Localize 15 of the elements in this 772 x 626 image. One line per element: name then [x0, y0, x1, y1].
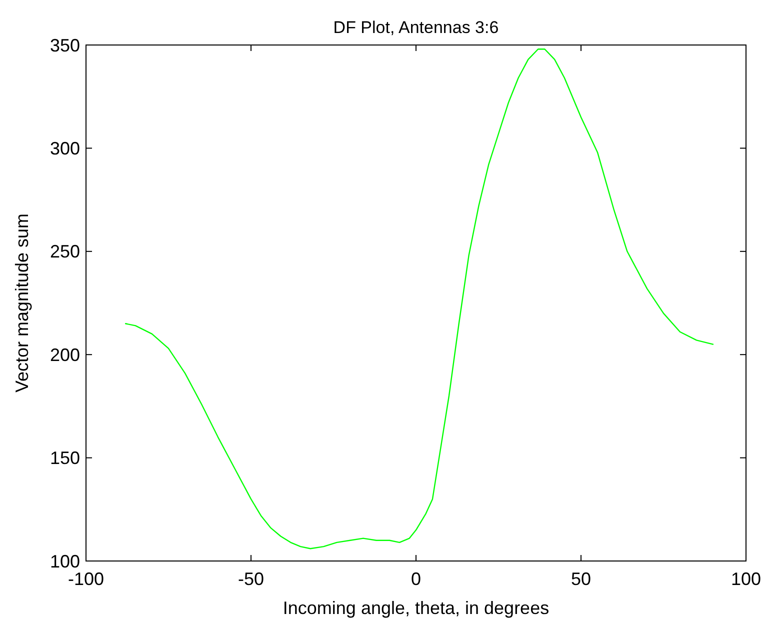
y-tick-label: 300 [50, 138, 80, 158]
chart-title: DF Plot, Antennas 3:6 [333, 18, 499, 37]
y-tick-label: 200 [50, 344, 80, 365]
y-axis-title: Vector magnitude sum [12, 213, 32, 393]
x-tick-label: 0 [410, 569, 422, 589]
y-tick-label: 350 [50, 35, 80, 56]
x-axis-title: Incoming angle, theta, in degrees [282, 598, 550, 618]
x-tick-label: -50 [238, 569, 264, 589]
line-series [125, 48, 714, 550]
y-tick-label: 150 [50, 448, 80, 468]
x-tick-label: 50 [570, 569, 592, 589]
x-tick-label: 100 [730, 569, 762, 589]
x-tick-label: -100 [68, 569, 104, 589]
y-tick-label: 100 [50, 551, 80, 572]
y-tick-label: 250 [50, 242, 80, 262]
